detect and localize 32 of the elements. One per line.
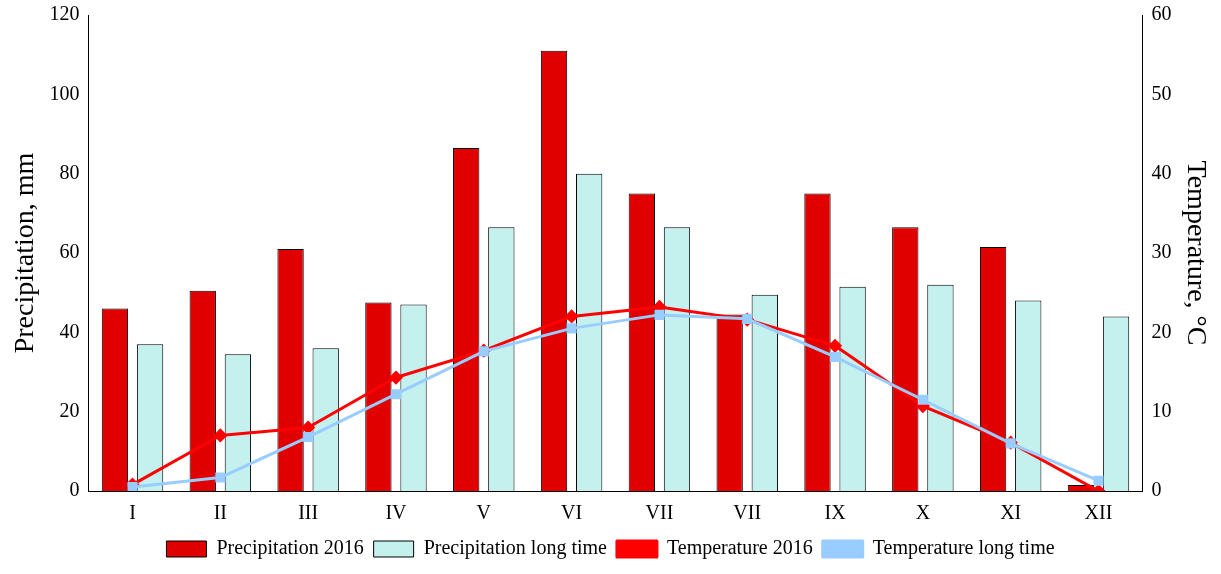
y2-tick-label: 0 — [1151, 478, 1162, 501]
x-tick-label: VII — [645, 501, 674, 524]
y2-tick-label: 60 — [1151, 2, 1172, 25]
x-tick-label: IX — [824, 501, 847, 524]
x-tick-label: III — [298, 501, 319, 524]
x-tick-label: X — [915, 501, 931, 524]
y-tick-label: 100 — [49, 81, 80, 104]
x-tick-label: VII — [733, 501, 762, 524]
y-tick-label: 0 — [69, 478, 80, 501]
x-tick-label: V — [476, 501, 492, 524]
y2-tick-label: 20 — [1151, 319, 1172, 342]
legend-label: Precipitation 2016 — [216, 536, 364, 560]
x-tick-label: IV — [385, 501, 408, 524]
y2-tick-label: 30 — [1151, 240, 1172, 263]
y2-tick-label: 10 — [1151, 398, 1172, 421]
legend-label: Temperature long time — [872, 536, 1055, 560]
x-tick-label: II — [213, 501, 227, 524]
y2-tick-label: 50 — [1151, 81, 1172, 104]
x-tick-label: XII — [1084, 501, 1113, 524]
x-tick-label: XI — [1000, 501, 1022, 524]
y-tick-label: 60 — [59, 240, 80, 263]
x-tick-label: I — [129, 501, 136, 524]
y-tick-label: 20 — [59, 398, 80, 421]
legend-label: Precipitation long time — [423, 536, 608, 560]
y-axis-title: Precipitation, mm — [8, 152, 40, 354]
y-tick-label: 120 — [49, 2, 80, 25]
y-tick-label: 40 — [59, 319, 80, 342]
y2-tick-label: 40 — [1151, 160, 1172, 183]
y-tick-label: 80 — [59, 160, 80, 183]
y2-axis-title: Temperature, °C — [1181, 160, 1213, 346]
x-tick-label: VI — [561, 501, 583, 524]
legend-label: Temperature 2016 — [666, 536, 813, 560]
